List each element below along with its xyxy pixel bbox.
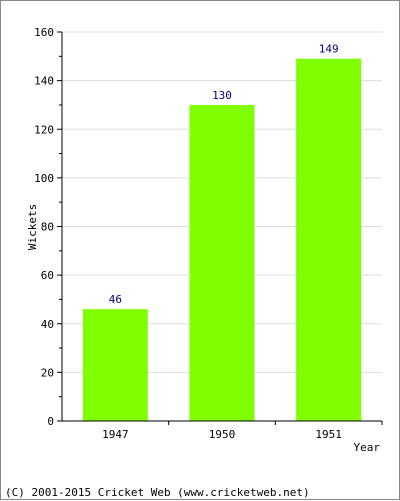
bar-1951 bbox=[296, 58, 362, 422]
y-axis-label: Wickets bbox=[26, 204, 39, 250]
x-tick-label-1951: 1951 bbox=[315, 428, 342, 441]
y-tick-label-0: 0 bbox=[47, 415, 54, 428]
y-tick-label-100: 100 bbox=[34, 172, 54, 185]
data-label-1950: 130 bbox=[212, 89, 232, 102]
y-tick-label-140: 140 bbox=[34, 75, 54, 88]
y-tick-label-80: 80 bbox=[41, 221, 54, 234]
bars bbox=[82, 58, 362, 422]
bar-1947 bbox=[82, 309, 148, 421]
x-tick-label-1950: 1950 bbox=[209, 428, 236, 441]
x-tick-label-1947: 1947 bbox=[102, 428, 129, 441]
y-tick-label-60: 60 bbox=[41, 269, 54, 282]
x-axis-label: Year bbox=[354, 441, 381, 454]
data-label-1947: 46 bbox=[109, 293, 122, 306]
y-tick-label-160: 160 bbox=[34, 26, 54, 39]
y-tick-label-40: 40 bbox=[41, 318, 54, 331]
labels: 0 20 40 60 80 100 120 140 160 46 1947 130 1950 149 195… bbox=[34, 26, 342, 441]
axes bbox=[57, 31, 383, 425]
y-tick-label-20: 20 bbox=[41, 366, 54, 379]
data-label-1951: 149 bbox=[319, 43, 339, 56]
copyright-footer: (C) 2001-2015 Cricket Web (www.cricketwe… bbox=[5, 486, 310, 499]
bar-1950 bbox=[189, 104, 255, 421]
y-tick-label-120: 120 bbox=[34, 123, 54, 136]
